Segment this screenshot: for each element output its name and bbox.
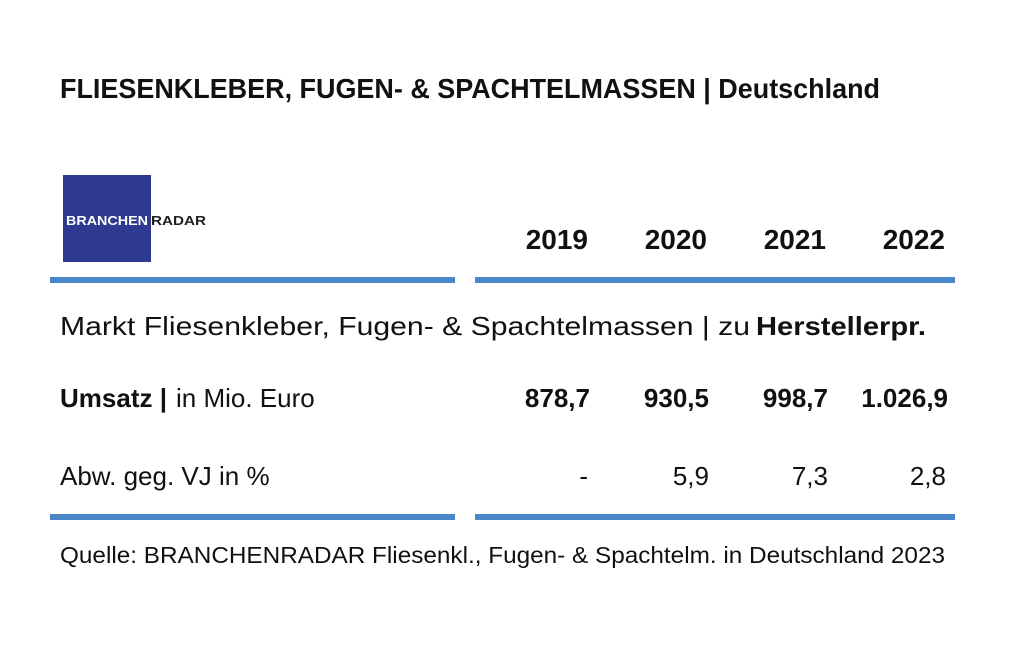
section-label: Markt Fliesenkleber, Fugen- & Spachtelma…	[60, 311, 750, 341]
cell: 878,7	[525, 383, 590, 413]
column-header: 2019	[526, 224, 588, 255]
rule	[475, 514, 955, 520]
cell: 2,8	[910, 461, 946, 491]
section-label-bold: Herstellerpr.	[756, 311, 926, 341]
title: FLIESENKLEBER, FUGEN- & SPACHTELMASSEN |…	[60, 73, 880, 104]
cell: 998,7	[763, 383, 828, 413]
cell: 5,9	[673, 461, 709, 491]
logo-text: RADAR	[151, 213, 207, 228]
row-label: Umsatz |	[60, 383, 167, 413]
column-header: 2020	[645, 224, 707, 255]
row-label: Abw. geg. VJ in %	[60, 461, 270, 491]
column-header: 2022	[883, 224, 945, 255]
rule	[475, 277, 955, 283]
cell: 7,3	[792, 461, 828, 491]
cell: -	[579, 461, 588, 491]
logo-text: BRANCHEN	[66, 213, 148, 228]
column-header: 2021	[764, 224, 826, 255]
cell: 1.026,9	[861, 383, 948, 413]
cell: 930,5	[644, 383, 709, 413]
source: Quelle: BRANCHENRADAR Fliesenkl., Fugen-…	[60, 542, 945, 568]
rule	[50, 514, 455, 520]
rule	[50, 277, 455, 283]
logo-box	[63, 175, 151, 262]
row-unit: in Mio. Euro	[176, 383, 315, 413]
